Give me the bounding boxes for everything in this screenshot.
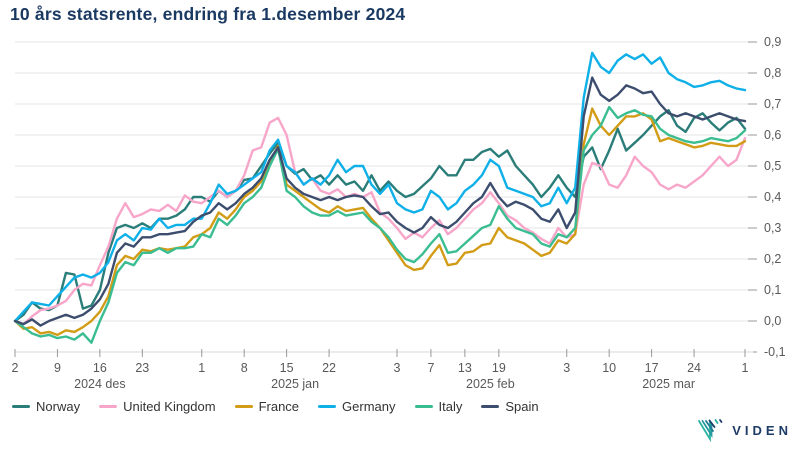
x-axis-label: 15 — [280, 361, 294, 375]
legend-item-france[interactable]: France — [234, 399, 300, 414]
x-axis-label: 9 — [54, 361, 61, 375]
x-axis-label: 16 — [93, 361, 107, 375]
legend: Norway United Kingdom France Germany Italy Sp… — [12, 399, 539, 414]
legend-label: Italy — [438, 399, 463, 414]
viden-logo-text: VIDEN — [732, 422, 792, 438]
x-axis-label: 1 — [198, 361, 205, 375]
legend-label: France — [258, 399, 300, 414]
y-axis-label: 0,9 — [764, 35, 781, 49]
y-axis-label: 0,7 — [764, 97, 781, 111]
series-line-spain[interactable] — [13, 76, 747, 327]
series-line-italy[interactable] — [13, 105, 747, 344]
y-axis-label: 0,6 — [764, 128, 781, 142]
y-axis-label: 0,3 — [764, 221, 781, 235]
legend-swatch — [318, 405, 337, 408]
legend-label: Spain — [505, 399, 539, 414]
legend-label: Germany — [342, 399, 396, 414]
legend-item-italy[interactable]: Italy — [414, 399, 463, 414]
month-label: 2025 mar — [642, 377, 695, 391]
x-axis-label: 1 — [742, 361, 749, 375]
month-label: 2025 jan — [271, 377, 319, 391]
month-label: 2024 des — [74, 377, 125, 391]
x-axis-label: 22 — [322, 361, 336, 375]
x-axis-label: 24 — [687, 361, 701, 375]
legend-item-germany[interactable]: Germany — [318, 399, 396, 414]
viden-logo-icon — [698, 419, 723, 443]
x-axis-label: 23 — [135, 361, 149, 375]
x-axis-label: 13 — [458, 361, 472, 375]
y-axis-label: 0,0 — [764, 314, 781, 328]
legend-swatch — [12, 405, 30, 408]
x-axis-label: 10 — [602, 361, 616, 375]
series-line-norway[interactable] — [13, 108, 747, 323]
x-axis-label: 3 — [394, 361, 401, 375]
line-chart: -0,1 0,0 0,1 0,2 0,3 0,4 0,5 0,6 0,7 0,8 0,9 2 9 16 23… — [12, 35, 786, 391]
legend-item-spain[interactable]: Spain — [481, 399, 539, 414]
x-axis-label: 3 — [563, 361, 570, 375]
legend-label: United Kingdom — [123, 399, 216, 414]
series-line-united-kingdom[interactable] — [13, 116, 747, 326]
legend-item-united-kingdom[interactable]: United Kingdom — [99, 399, 216, 414]
x-axis-label: 17 — [645, 361, 659, 375]
y-axis-label: 0,8 — [764, 66, 781, 80]
y-axis-label: 0,1 — [764, 283, 781, 297]
x-axis-label: 19 — [492, 361, 506, 375]
legend-swatch — [481, 405, 500, 408]
chart-title: 10 års statsrente, endring fra 1.desembe… — [10, 4, 406, 24]
legend-label: Norway — [36, 399, 81, 414]
month-label: 2025 feb — [466, 377, 515, 391]
y-axis-label: 0,5 — [764, 159, 781, 173]
x-axis-label: 7 — [427, 361, 434, 375]
viden-logo: VIDEN — [696, 417, 792, 443]
series-line-germany[interactable] — [13, 51, 747, 323]
x-axis-label: 2 — [12, 361, 19, 375]
x-axis-label: 8 — [241, 361, 248, 375]
y-axis-label: 0,4 — [764, 190, 781, 204]
legend-swatch — [99, 405, 118, 408]
legend-swatch — [414, 405, 433, 408]
y-axis-label: 0,2 — [764, 252, 781, 266]
legend-item-norway[interactable]: Norway — [12, 399, 80, 414]
legend-swatch — [234, 405, 253, 408]
y-axis-label: -0,1 — [764, 345, 786, 359]
